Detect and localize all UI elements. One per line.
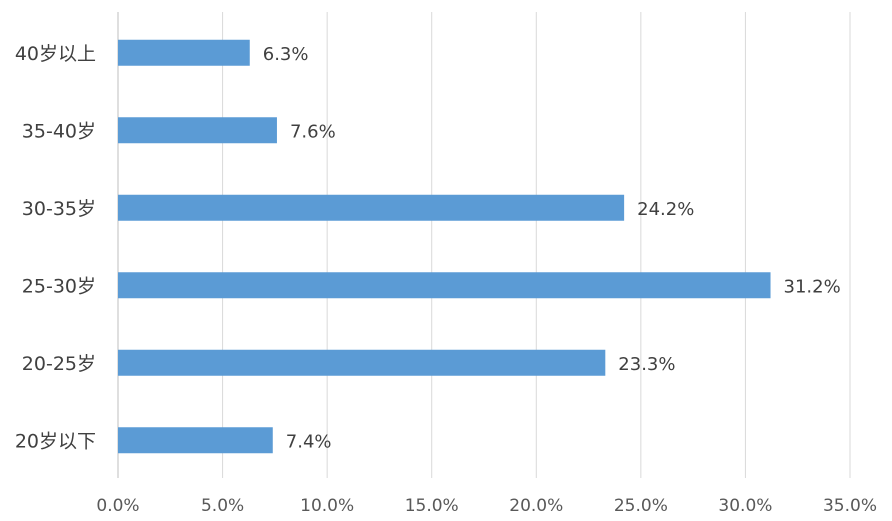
bar — [118, 194, 625, 221]
category-label: 40岁以上 — [15, 43, 96, 65]
x-tick-label: 25.0% — [614, 496, 668, 516]
x-tick-label: 15.0% — [405, 496, 459, 516]
bar — [118, 272, 771, 299]
bar — [118, 39, 250, 66]
bar — [118, 427, 273, 454]
gridlines — [117, 12, 851, 478]
data-label: 31.2% — [784, 276, 841, 297]
category-labels: 20岁以下 20-25岁 25-30岁 30-35岁 35-40岁 40岁以上 — [15, 43, 96, 453]
data-label: 23.3% — [618, 354, 675, 375]
data-label: 6.3% — [263, 44, 309, 65]
x-tick-label: 20.0% — [509, 496, 563, 516]
category-label: 20-25岁 — [22, 353, 96, 375]
x-tick-label: 35.0% — [823, 496, 877, 516]
x-tick-label: 0.0% — [96, 496, 139, 516]
data-label: 7.4% — [286, 431, 332, 452]
bar — [118, 117, 277, 144]
category-label: 30-35岁 — [22, 198, 96, 220]
data-label: 24.2% — [637, 199, 694, 220]
category-label: 25-30岁 — [22, 275, 96, 297]
x-tick-labels: 0.0% 5.0% 10.0% 15.0% 20.0% 25.0% 30.0% 35.0% — [96, 496, 877, 516]
x-tick-label: 10.0% — [300, 496, 354, 516]
data-label: 7.6% — [290, 121, 336, 142]
category-label: 35-40岁 — [22, 120, 96, 142]
category-label: 20岁以下 — [15, 430, 96, 452]
x-tick-label: 30.0% — [718, 496, 772, 516]
bars — [118, 39, 771, 454]
data-labels: 7.4% 23.3% 31.2% 24.2% 7.6% 6.3% — [263, 44, 841, 453]
x-tick-label: 5.0% — [201, 496, 244, 516]
bar — [118, 349, 606, 376]
